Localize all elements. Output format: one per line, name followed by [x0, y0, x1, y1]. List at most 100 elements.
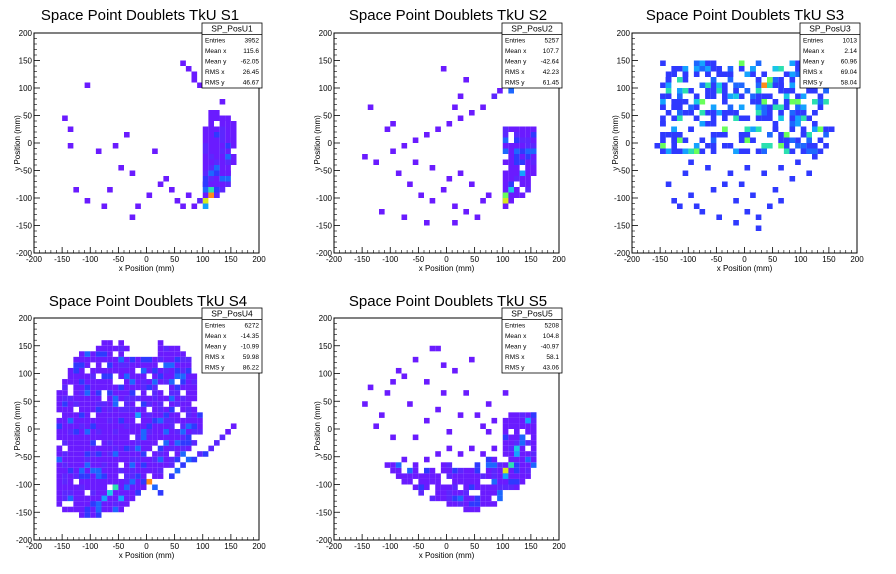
histogram-bin	[169, 373, 175, 380]
histogram-bin	[152, 484, 158, 491]
histogram-bin	[157, 345, 164, 352]
histogram-bin	[129, 495, 136, 502]
histogram-bin	[384, 390, 391, 396]
histogram-bin	[84, 495, 91, 502]
histogram-bin	[424, 417, 430, 424]
histogram-bin	[73, 473, 79, 479]
histogram-bin	[185, 406, 192, 413]
histogram-bin	[660, 99, 666, 105]
histogram-bin	[440, 390, 447, 396]
histogram-panel-3: Space Point Doublets TkU S3-200 -150 -100-…	[611, 7, 864, 273]
histogram-bin	[230, 423, 237, 429]
histogram-bin	[412, 159, 419, 165]
histogram-bin	[502, 434, 509, 441]
x-tick-label: 100	[196, 255, 210, 264]
y-tick-label: -200	[316, 249, 333, 258]
histogram-bin	[230, 143, 237, 149]
histogram-bin	[446, 467, 453, 474]
x-tick-label: -150	[54, 542, 71, 551]
x-tick-label: 200	[252, 255, 266, 264]
y-tick-label: 0	[28, 139, 33, 148]
histogram-bin	[180, 434, 186, 441]
histogram-bin	[778, 82, 784, 88]
histogram-bin	[107, 506, 113, 513]
histogram-bin	[202, 192, 209, 198]
histogram-bin	[497, 473, 503, 479]
histogram-bin	[463, 506, 469, 513]
histogram-bin	[67, 406, 74, 413]
histogram-bin	[152, 148, 158, 154]
histogram-bin	[806, 115, 812, 121]
histogram-bin	[124, 384, 130, 391]
histogram-bin	[140, 417, 147, 424]
histogram-bin	[169, 423, 175, 429]
histogram-bin	[525, 412, 531, 418]
histogram-bin	[519, 126, 526, 132]
histogram-bin	[469, 506, 475, 513]
histogram-bin	[463, 390, 469, 396]
histogram-bin	[778, 132, 784, 138]
histogram-bin	[806, 148, 812, 154]
histogram-bin	[129, 462, 136, 468]
histogram-bin	[463, 478, 469, 485]
histogram-bin	[79, 501, 85, 507]
histogram-bin	[497, 478, 503, 485]
x-axis-label: x Position (mm)	[717, 264, 773, 273]
histogram-bin	[514, 154, 520, 160]
histogram-bin	[157, 445, 164, 452]
histogram-bin	[508, 467, 514, 474]
histogram-bin	[185, 440, 192, 446]
x-tick-label: -50	[413, 255, 425, 264]
histogram-bin	[67, 473, 74, 479]
stats-title: SP_PosU4	[211, 309, 253, 319]
histogram-bin	[163, 440, 169, 446]
stats-label: RMS x	[505, 354, 525, 361]
histogram-bin	[208, 445, 214, 452]
histogram-bin	[146, 362, 153, 368]
histogram-bin	[373, 159, 379, 165]
histogram-bin	[688, 110, 694, 116]
histogram-bin	[79, 478, 85, 485]
histogram-bin	[738, 66, 745, 72]
y-tick-label: -150	[316, 508, 333, 517]
histogram-bin	[73, 434, 79, 441]
histogram-bin	[795, 137, 801, 143]
stats-value: -42.64	[541, 59, 560, 66]
histogram-bin	[62, 434, 68, 441]
histogram-bin	[140, 384, 147, 391]
histogram-bin	[412, 484, 419, 491]
histogram-bin	[446, 462, 453, 468]
histogram-bin	[101, 345, 108, 352]
histogram-bin	[118, 495, 124, 502]
histogram-bin	[671, 99, 677, 105]
histogram-bin	[407, 181, 413, 187]
histogram-bin	[124, 132, 130, 138]
histogram-bin	[440, 495, 447, 502]
histogram-bin	[514, 170, 520, 176]
histogram-bin	[519, 462, 526, 468]
histogram-bin	[101, 451, 108, 457]
histogram-bin	[185, 434, 192, 441]
histogram-bin	[727, 93, 734, 99]
y-tick-label: -100	[316, 194, 333, 203]
stats-label: Mean x	[803, 48, 825, 55]
histogram-bin	[446, 473, 453, 479]
histogram-bin	[135, 384, 141, 391]
histogram-bin	[699, 137, 706, 143]
histogram-bin	[418, 484, 424, 491]
histogram-bin	[457, 473, 464, 479]
histogram-bin	[817, 93, 824, 99]
histogram-bin	[497, 467, 503, 474]
histogram-bin	[755, 214, 762, 220]
histogram-bin	[124, 484, 130, 491]
histogram-bin	[202, 181, 209, 187]
x-tick-label: 100	[496, 542, 510, 551]
histogram-bin	[750, 99, 756, 105]
stats-box-frame	[501, 22, 563, 89]
y-tick-label: 200	[319, 29, 333, 38]
histogram-bin	[112, 462, 119, 468]
histogram-bin	[129, 451, 136, 457]
histogram-bin	[727, 66, 734, 72]
histogram-bin	[705, 110, 711, 116]
histogram-bin	[208, 170, 214, 176]
